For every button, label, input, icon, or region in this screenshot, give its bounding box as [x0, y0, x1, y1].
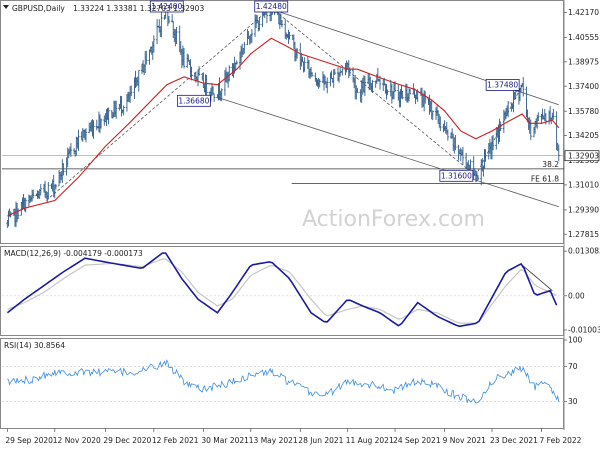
price-box	[439, 169, 474, 182]
price-axis-label: 1.34205	[568, 131, 599, 140]
price-box-label: 1.42400	[151, 2, 182, 11]
x-axis-label: 30 Mar 2021	[201, 436, 249, 445]
price-header-icon	[3, 5, 9, 9]
fib-label: FE 61.8	[531, 175, 559, 184]
price-axis-label: 1.42170	[568, 8, 599, 17]
macd-axis-label: 0.00	[568, 291, 585, 300]
rsi-layer	[2, 359, 564, 404]
macd-header: MACD(12,26,9) -0.004179 -0.000173	[4, 249, 143, 258]
macd-line	[6, 252, 558, 328]
x-axis-label: 29 Dec 2020	[103, 436, 151, 445]
price-bars	[6, 0, 560, 228]
price-box	[149, 0, 184, 13]
channel-line-lower	[217, 96, 559, 208]
current-price-label: 1.32903	[568, 151, 599, 160]
macd-axis-label: 0.013083	[568, 247, 600, 256]
macd-axis-label: -0.01003	[568, 326, 600, 335]
x-axis-label: 24 Sep 2021	[393, 436, 441, 445]
price-axis-label: 1.29390	[568, 206, 599, 215]
price-box-label: 1.42480	[256, 2, 287, 11]
watermark: ActionForex.com	[302, 207, 485, 232]
macd-signal-line	[7, 258, 557, 324]
moving-average-line	[7, 37, 560, 217]
price-box	[176, 94, 211, 107]
price-axis-label: 1.35780	[568, 107, 599, 116]
price-box-label: 1.31600	[441, 171, 472, 180]
price-header: GBPUSD,Daily 1.33224 1.33381 1.32703 1.3…	[3, 4, 204, 13]
price-box	[485, 79, 520, 91]
price-axis-label: 1.31010	[568, 181, 599, 190]
rsi-header: RSI(14) 30.8564	[4, 341, 65, 350]
x-axis-label: 7 Feb 2022	[540, 436, 582, 445]
x-axis-label: 13 May 2021	[249, 436, 298, 445]
price-axis-label: 1.38975	[568, 57, 599, 66]
x-axis-label: 12 Feb 2021	[152, 436, 199, 445]
x-axis-label: 9 Nov 2021	[443, 436, 486, 445]
x-axis-label: 23 Dec 2021	[490, 436, 538, 445]
price-axis-label: 1.37400	[568, 82, 599, 91]
rsi-axis-label: 100	[568, 336, 583, 345]
dashed-trend-line	[475, 84, 523, 176]
rsi-panel-frame	[0, 338, 564, 429]
rsi-axis-label: 30	[568, 397, 578, 406]
price-header-ohlc: 1.33224 1.33381 1.32703 1.32903	[73, 4, 204, 13]
dashed-trend-line	[271, 7, 477, 177]
macd-layer	[2, 252, 564, 328]
current-price-tag	[564, 150, 600, 162]
rsi-axis-label: 70	[568, 362, 578, 371]
x-axis-label: 28 Jun 2021	[298, 436, 343, 445]
fib-label: 38.2	[542, 160, 559, 169]
x-axis-label: 29 Sep 2020	[5, 436, 53, 445]
price-box-label: 1.37480	[487, 81, 518, 90]
price-axis-label: 1.40555	[568, 33, 599, 42]
price-box-label: 1.36680	[178, 97, 209, 106]
rsi-line	[7, 359, 560, 404]
x-axis-label: 11 Aug 2021	[346, 436, 394, 445]
dashed-trend-line	[45, 7, 272, 201]
price-box	[254, 0, 289, 13]
price-header-symbol: GBPUSD,Daily	[12, 4, 65, 13]
axis-layer: 1.42170 1.40555 1.38975 1.37400 1.35780 1.342…	[5, 8, 600, 445]
price-axis-label: 1.27815	[568, 230, 599, 239]
price-layer: 38.2 FE 61.8 1.42400 1.42480 1.36680 1.37480 1…	[2, 0, 564, 228]
macd-trendline	[521, 264, 553, 291]
x-axis-label: 12 Nov 2020	[53, 436, 101, 445]
